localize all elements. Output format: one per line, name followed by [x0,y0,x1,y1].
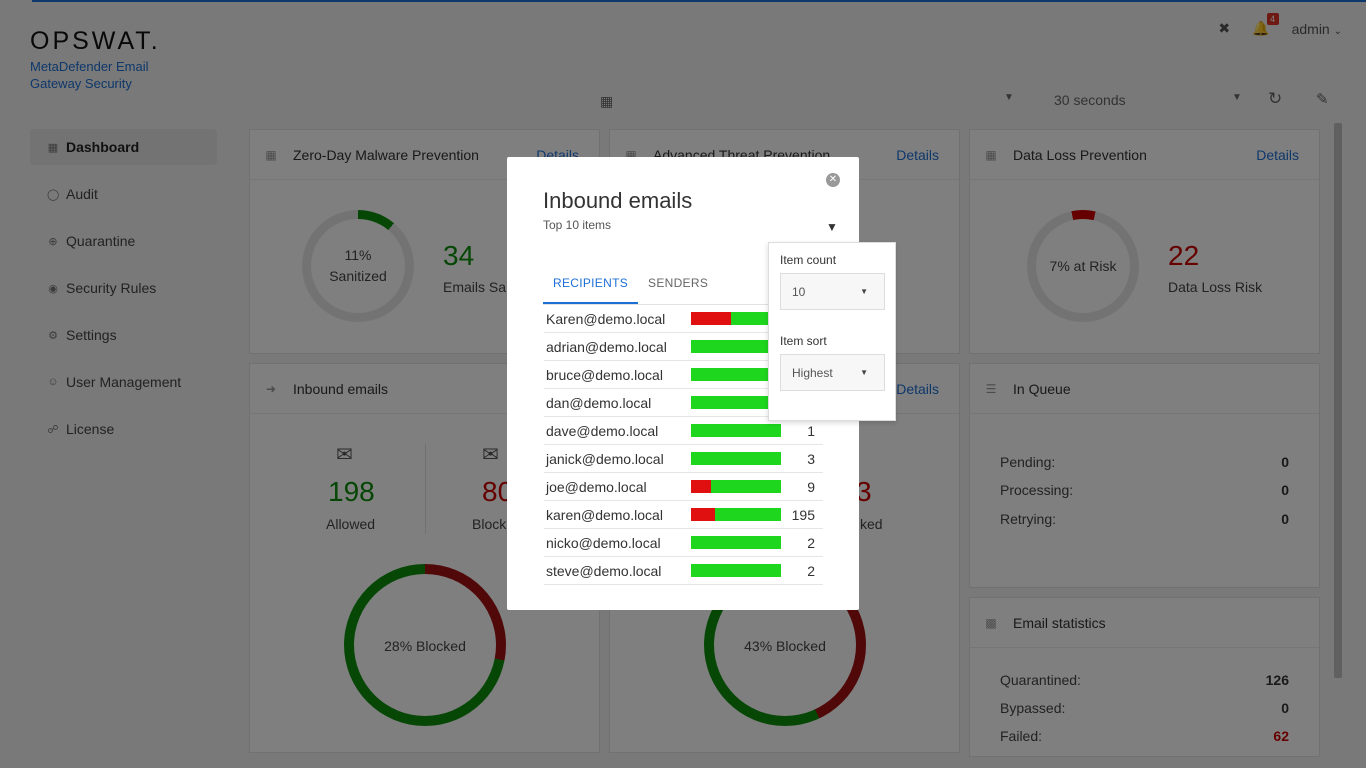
blocked-segment [691,480,711,493]
email-count: 9 [807,478,815,495]
recipient-name: karen@demo.local [546,506,663,523]
recipient-name: dave@demo.local [546,422,659,439]
tab-recipients[interactable]: RECIPIENTS [543,268,639,304]
allowed-segment [710,480,781,493]
allowed-segment [691,452,781,465]
table-row[interactable]: joe@demo.local 9 [544,473,823,501]
email-count: 3 [807,450,815,467]
blocked-segment [691,312,731,325]
item-count-label: Item count [780,253,837,267]
caret-down-icon: ▼ [860,287,868,296]
recipient-name: adrian@demo.local [546,338,667,355]
item-count-select[interactable]: 10 ▼ [780,273,885,310]
recipient-name: bruce@demo.local [546,366,663,383]
item-sort-label: Item sort [780,334,827,348]
modal-title: Inbound emails [543,188,693,213]
allowed-blocked-bar [691,564,781,577]
allowed-segment [691,340,781,353]
allowed-segment [691,564,781,577]
email-count: 1 [807,422,815,439]
allowed-blocked-bar [691,396,781,409]
allowed-segment [691,536,781,549]
allowed-blocked-bar [691,480,781,493]
recipient-name: dan@demo.local [546,394,652,411]
table-row[interactable]: dan@demo.local [544,389,823,417]
recipient-name: Karen@demo.local [546,310,666,327]
allowed-segment [691,424,781,437]
select-value: Highest [792,366,833,380]
table-row[interactable]: nicko@demo.local 2 [544,529,823,557]
email-count: 2 [807,534,815,551]
recipient-name: nicko@demo.local [546,534,661,551]
table-row[interactable]: adrian@demo.local [544,333,823,361]
table-row[interactable]: karen@demo.local 195 [544,501,823,529]
recipient-name: steve@demo.local [546,562,662,579]
filter-icon[interactable]: ▼ [826,220,838,234]
item-sort-select[interactable]: Highest ▼ [780,354,885,391]
caret-down-icon: ▼ [860,368,868,377]
table-row[interactable]: bruce@demo.local [544,361,823,389]
allowed-blocked-bar [691,340,781,353]
email-count: 195 [791,506,815,523]
modal-tabs: RECIPIENTS SENDERS [543,268,823,305]
modal-subtitle: Top 10 items [543,218,612,232]
allowed-segment [691,396,781,409]
allowed-blocked-bar [691,452,781,465]
close-icon[interactable]: ✕ [826,173,840,187]
email-count: 2 [807,562,815,579]
recipient-name: joe@demo.local [546,478,647,495]
table-row[interactable]: dave@demo.local 1 [544,417,823,445]
allowed-blocked-bar [691,368,781,381]
allowed-blocked-bar [691,536,781,549]
top-items-list: Karen@demo.local adrian@demo.local bruce@d… [544,305,823,585]
tab-senders[interactable]: SENDERS [648,276,709,290]
select-value: 10 [792,285,806,299]
table-row[interactable]: janick@demo.local 3 [544,445,823,473]
recipient-name: janick@demo.local [546,450,664,467]
allowed-blocked-bar [691,508,781,521]
table-row[interactable]: steve@demo.local 2 [544,557,823,585]
allowed-segment [715,508,781,521]
blocked-segment [691,508,716,521]
allowed-segment [691,368,781,381]
allowed-blocked-bar [691,424,781,437]
filter-popover: Item count 10 ▼ Item sort Highest ▼ [768,242,896,421]
